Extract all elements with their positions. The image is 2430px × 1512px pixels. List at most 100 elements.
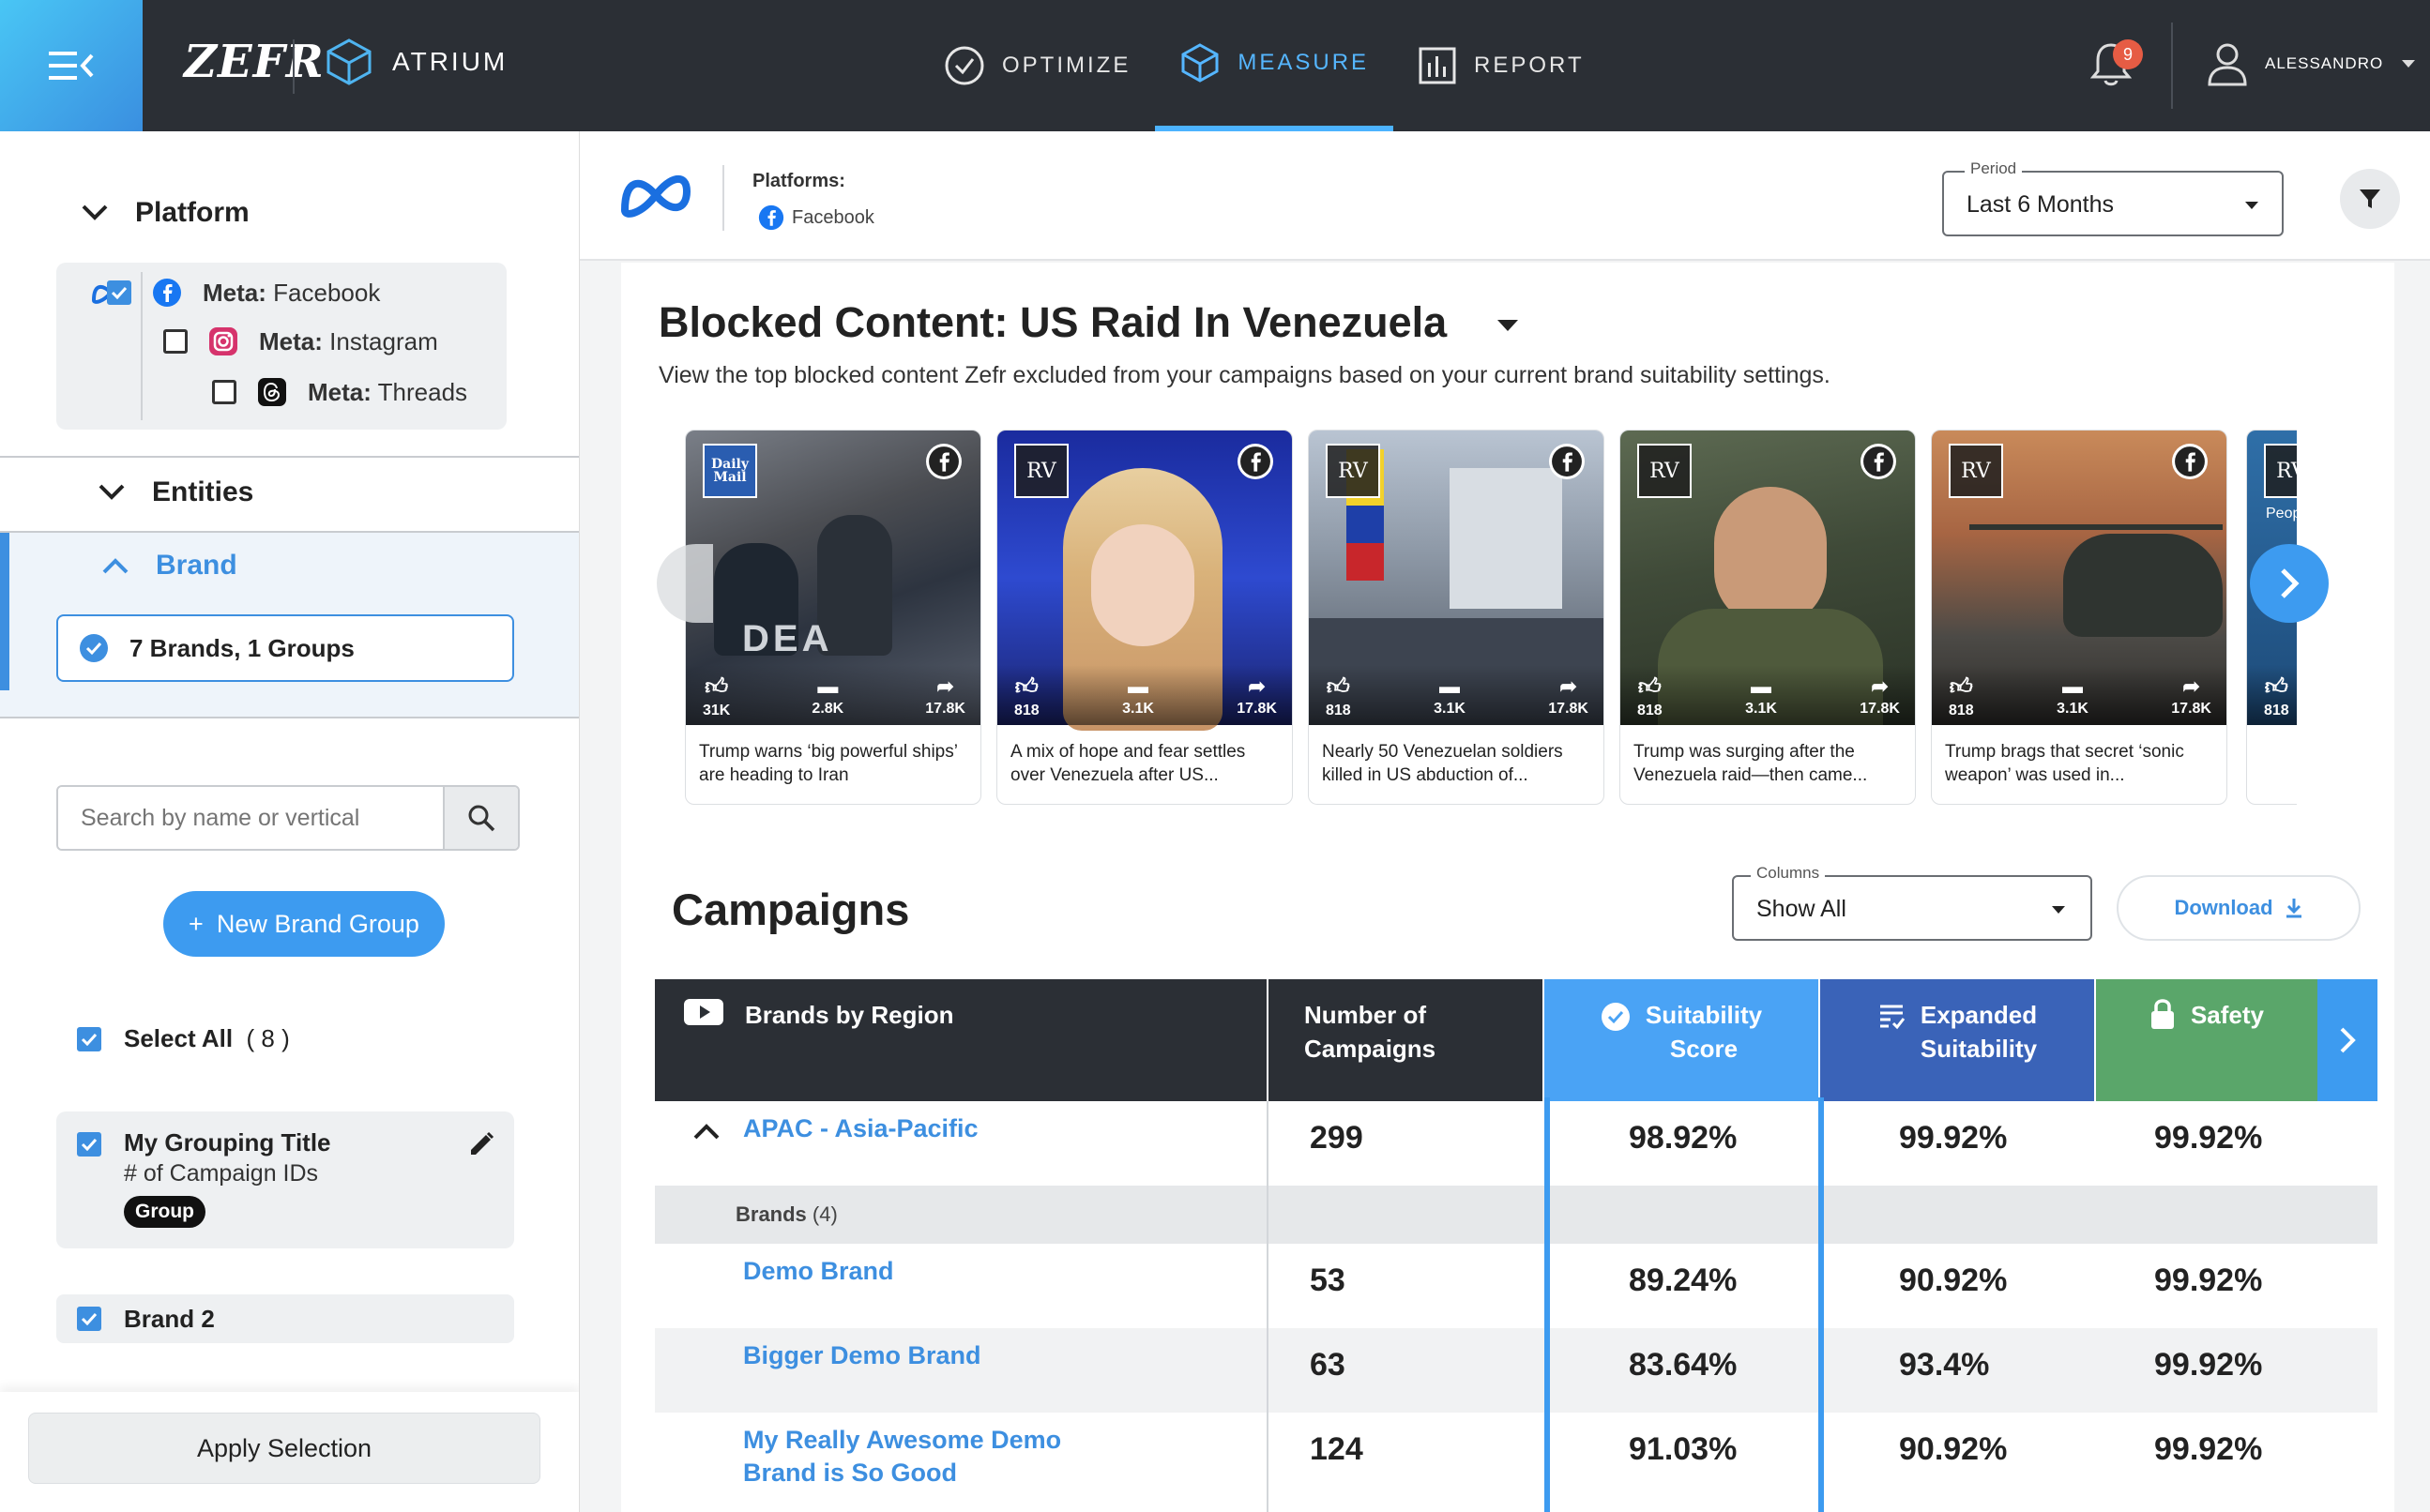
nav-measure[interactable]: MEASURE (1155, 0, 1394, 131)
divider (2171, 23, 2173, 109)
checkbox-checked[interactable] (77, 1307, 101, 1331)
brand-suitability: 83.64% (1629, 1347, 1738, 1383)
platform-facebook[interactable]: Meta: Facebook (107, 278, 380, 308)
col-header-expanded-line2: Suitability (1920, 1035, 2038, 1063)
region-name[interactable]: APAC - Asia-Pacific (743, 1114, 979, 1142)
blocked-post-card[interactable]: RV 👍︎ 818 ▬ 3.1K ➦ 17.8K A mix of hope and … (996, 430, 1293, 805)
post-stats: 👍︎ 818 ▬ 3.1K ➦ 17.8K (997, 665, 1292, 725)
col-header-expanded[interactable]: Expanded Suitability (1820, 979, 2094, 1101)
search-button[interactable] (443, 787, 518, 849)
post-stats: 👍︎ 818 ▬ 3.1K ➦ 17.8K (1309, 665, 1603, 725)
check-icon (81, 1033, 98, 1046)
platform-instagram[interactable]: Meta: Instagram (163, 326, 438, 356)
building (1450, 468, 1562, 609)
chevron-down-icon (82, 204, 108, 220)
facebook-icon (926, 444, 962, 479)
filter-button[interactable] (2340, 169, 2400, 229)
blocked-post-card[interactable]: RV 👍︎ 818 ▬ 3.1K ➦ 17.8K Trump was surging … (1619, 430, 1916, 805)
menu-collapse-icon (49, 52, 94, 80)
col-header-suitability-line1: Suitability (1645, 1001, 1763, 1029)
divider (0, 717, 579, 718)
platform-prefix: Meta: (259, 326, 323, 355)
col-header-safety[interactable]: Safety (2096, 979, 2317, 1101)
blocked-title-text: Blocked Content: US Raid In Venezuela (659, 298, 1448, 346)
thumbnail-face (1091, 524, 1194, 646)
check-circle-icon (945, 46, 984, 85)
checkbox-checked[interactable] (107, 280, 131, 305)
col-header-campaigns[interactable]: Number of Campaigns (1268, 979, 1542, 1101)
thumbnail-text: DEA (742, 618, 833, 659)
search-input[interactable] (58, 787, 443, 849)
platform-threads[interactable]: Meta: Threads (212, 377, 467, 407)
menu-collapse-button[interactable] (0, 0, 143, 131)
col-header-suitability-line2: Score (1669, 1035, 1739, 1063)
checkbox-checked[interactable] (77, 1026, 101, 1051)
brand-group-card[interactable]: My Grouping Title # of Campaign IDs Grou… (56, 1111, 514, 1248)
period-select[interactable]: Period Last 6 Months (1942, 159, 2284, 236)
region-campaigns: 299 (1310, 1120, 1363, 1156)
region-row[interactable]: APAC - Asia-Pacific 299 98.92% 99.92% 99… (655, 1101, 2377, 1186)
blocked-post-card[interactable]: DEA Daily Mail 👍︎ 31K ▬ 2.8K ➦ 17.8K Trump … (685, 430, 981, 805)
chevron-right-icon (2340, 1027, 2356, 1053)
edit-icon[interactable] (467, 1130, 495, 1158)
brand-name[interactable]: Demo Brand (743, 1257, 894, 1285)
chevron-down-icon (99, 484, 125, 500)
publisher-name: RV (1961, 459, 1991, 483)
col-header-brands[interactable]: Brands by Region (655, 979, 1267, 1101)
table-row[interactable]: My Really Awesome Demo Brand is So Good 1… (655, 1413, 2377, 1512)
brand-item-label: Brand 2 (124, 1304, 215, 1333)
selected-platform-name: Facebook (792, 206, 874, 228)
blocked-post-card[interactable]: RV 👍︎ 818 ▬ 3.1K ➦ 17.8K Trump brags that s… (1931, 430, 2227, 805)
comment-icon: ▬ (1438, 674, 1460, 698)
blocked-content-subtitle: View the top blocked content Zefr exclud… (659, 362, 1830, 388)
thumbnail-face (1714, 487, 1827, 627)
checkbox-unchecked[interactable] (163, 329, 188, 354)
helicopter-rotor (1969, 524, 2223, 530)
atrium-brand[interactable]: ATRIUM (325, 38, 508, 86)
platform-section-toggle[interactable]: Platform (81, 197, 250, 229)
check-icon (81, 1138, 98, 1151)
entities-section-toggle[interactable]: Entities (98, 476, 253, 508)
select-all-row[interactable]: Select All ( 8 ) (77, 1024, 290, 1053)
shares-stat: ➦ 17.8K (925, 665, 965, 725)
nav-report[interactable]: REPORT (1393, 0, 1609, 131)
columns-select[interactable]: Columns Show All (1732, 864, 2092, 941)
brand-name[interactable]: My Really Awesome Demo Brand is So Good (743, 1424, 1061, 1489)
new-brand-group-button[interactable]: + New Brand Group (163, 891, 445, 957)
threads-icon (258, 378, 286, 406)
region-expanded: 99.92% (1899, 1120, 2008, 1156)
carousel-prev-button[interactable] (657, 544, 713, 623)
columns-scroll-right-button[interactable] (2317, 979, 2377, 1101)
checkbox-unchecked[interactable] (212, 380, 236, 404)
caret-down-icon (2245, 202, 2258, 209)
apply-selection-button[interactable]: Apply Selection (28, 1413, 540, 1484)
table-row[interactable]: Bigger Demo Brand 63 83.64% 93.4% 99.92% (655, 1328, 2377, 1413)
nav-optimize[interactable]: OPTIMIZE (919, 0, 1155, 131)
publisher-logo: RV (1326, 444, 1380, 498)
checkbox-checked[interactable] (77, 1132, 101, 1157)
blocked-post-card[interactable]: RV 👍︎ 818 ▬ 3.1K ➦ 17.8K Nearly 50 Venezuel… (1308, 430, 1604, 805)
shares-count: 17.8K (1860, 701, 1900, 717)
facebook-icon (1238, 444, 1273, 479)
carousel-next-button[interactable] (2250, 544, 2329, 623)
brand-selection-summary[interactable]: 7 Brands, 1 Groups (56, 614, 514, 682)
brand-section-toggle[interactable]: Brand (101, 550, 237, 582)
blocked-content-title[interactable]: Blocked Content: US Raid In Venezuela (659, 298, 1519, 347)
caret-down-icon[interactable] (1496, 319, 1519, 332)
search-icon (468, 805, 495, 832)
group-title: My Grouping Title (124, 1128, 331, 1157)
post-caption: A mix of hope and fear settles over Vene… (1010, 742, 1246, 785)
zefr-logo[interactable]: ZEFR (184, 36, 325, 88)
brand-name[interactable]: Bigger Demo Brand (743, 1341, 981, 1369)
table-row[interactable]: Demo Brand 53 89.24% 90.92% 99.92% (655, 1244, 2377, 1328)
shares-count: 17.8K (925, 701, 965, 717)
chevron-up-icon[interactable] (692, 1122, 721, 1141)
col-header-suitability[interactable]: Suitability Score (1544, 979, 1818, 1101)
brand-item[interactable]: Brand 2 (56, 1294, 514, 1343)
campaigns-table: Brands by Region Number of Campaigns Sui… (655, 979, 2377, 1512)
col-header-campaigns-line2: Campaigns (1304, 1035, 1436, 1063)
comments-count: 3.1K (1434, 701, 1466, 717)
filter-icon (2360, 189, 2380, 208)
download-button[interactable]: Download (2117, 875, 2361, 941)
user-menu[interactable]: ALESSANDRO (2207, 41, 2417, 86)
